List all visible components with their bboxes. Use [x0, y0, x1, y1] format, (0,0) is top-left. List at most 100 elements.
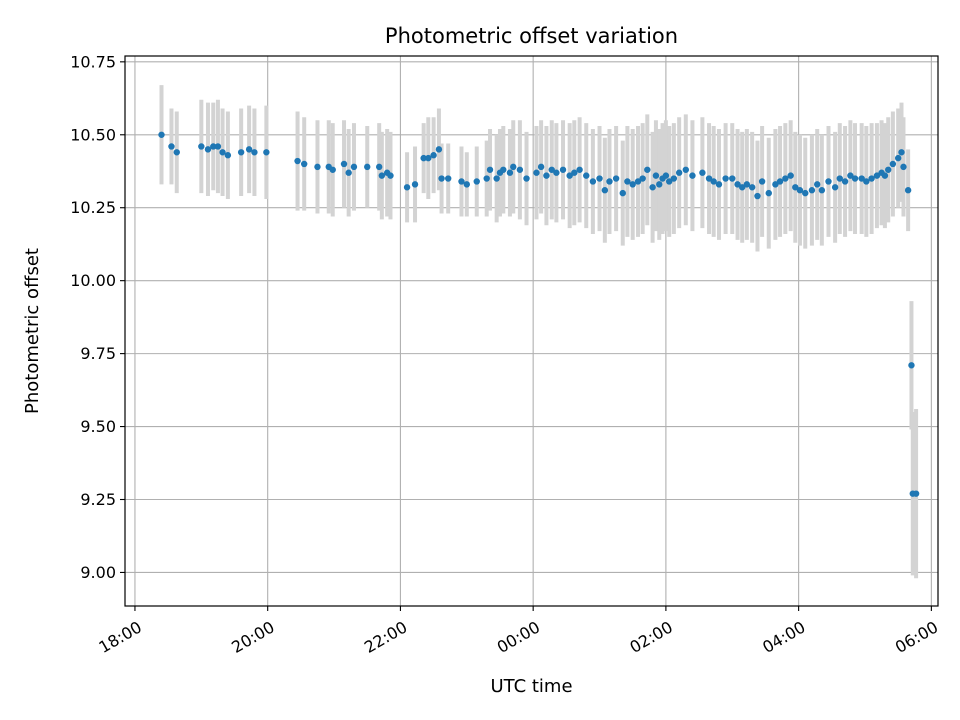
data-point — [904, 187, 912, 194]
data-point — [908, 362, 915, 369]
data-point — [612, 175, 620, 182]
data-point — [889, 160, 897, 168]
data-point — [403, 184, 411, 191]
data-point — [516, 166, 524, 173]
data-point — [237, 149, 245, 156]
data-point — [792, 184, 799, 191]
data-points — [158, 131, 920, 497]
data-point — [629, 181, 636, 188]
data-point — [601, 187, 609, 194]
data-point — [596, 175, 603, 182]
data-point — [729, 175, 736, 182]
data-point — [420, 154, 427, 162]
data-point — [438, 175, 445, 182]
data-point — [754, 192, 761, 200]
data-point — [559, 166, 567, 173]
data-point — [808, 187, 816, 194]
data-point — [624, 178, 631, 185]
data-point — [670, 175, 678, 182]
data-point — [458, 178, 465, 185]
data-point — [710, 178, 717, 185]
data-point — [894, 154, 902, 162]
data-point — [483, 175, 490, 182]
data-point — [662, 172, 670, 179]
data-point — [245, 146, 253, 153]
data-point — [836, 175, 843, 182]
y-tick-label: 9.75 — [80, 344, 116, 363]
data-point — [787, 172, 794, 179]
data-point — [548, 166, 555, 173]
y-tick-label: 10.25 — [70, 198, 116, 217]
data-point — [634, 178, 642, 185]
data-point — [173, 149, 180, 156]
data-point — [224, 152, 232, 159]
data-point — [715, 181, 723, 188]
data-point — [847, 172, 854, 179]
data-point — [734, 181, 741, 188]
data-point — [425, 154, 432, 162]
data-point — [675, 169, 683, 176]
data-point — [863, 178, 870, 185]
data-point — [743, 181, 751, 188]
data-point — [340, 160, 348, 168]
data-point — [873, 172, 881, 179]
data-point — [523, 175, 530, 182]
data-point — [314, 163, 321, 171]
data-point — [486, 166, 494, 173]
data-point — [858, 175, 865, 182]
data-point — [251, 149, 258, 156]
data-point — [378, 172, 386, 179]
data-point — [210, 143, 217, 150]
data-point — [493, 175, 500, 182]
data-point — [831, 184, 839, 191]
data-point — [329, 166, 336, 173]
data-point — [571, 169, 578, 176]
data-point — [748, 184, 756, 191]
data-point — [463, 181, 470, 188]
data-point — [473, 178, 480, 185]
data-point — [898, 149, 905, 156]
data-point — [506, 169, 514, 176]
data-point — [375, 163, 383, 171]
data-point — [553, 169, 560, 176]
data-point — [881, 172, 889, 179]
data-point — [158, 131, 165, 138]
data-point — [802, 189, 809, 197]
data-point — [841, 178, 849, 185]
data-point — [818, 187, 826, 194]
data-point — [649, 184, 656, 191]
y-tick-label: 9.50 — [80, 417, 116, 436]
data-point — [851, 175, 859, 182]
y-tick-label: 9.25 — [80, 490, 116, 509]
data-point — [705, 175, 713, 182]
data-point — [214, 143, 222, 150]
y-tick-label: 10.75 — [70, 52, 116, 71]
data-point — [566, 172, 573, 179]
data-point — [639, 175, 646, 182]
data-point — [387, 172, 394, 179]
y-tick-label: 10.50 — [70, 125, 116, 144]
data-point — [699, 169, 706, 176]
data-point — [619, 189, 626, 197]
data-point — [537, 163, 545, 171]
data-point — [765, 189, 772, 197]
data-point — [776, 178, 784, 185]
data-point — [500, 166, 507, 173]
data-point — [533, 169, 540, 176]
data-point — [868, 175, 875, 182]
data-point — [219, 149, 226, 156]
data-point — [411, 181, 419, 188]
data-point — [430, 152, 437, 159]
data-point — [722, 175, 729, 182]
data-point — [912, 490, 920, 497]
data-point — [644, 166, 651, 173]
data-point — [772, 181, 779, 188]
data-point — [364, 163, 371, 171]
chart-title: Photometric offset variation — [385, 24, 678, 48]
data-point — [652, 172, 660, 179]
data-point — [204, 146, 212, 153]
data-point — [445, 175, 452, 182]
data-point — [814, 181, 821, 188]
data-point — [300, 160, 308, 168]
